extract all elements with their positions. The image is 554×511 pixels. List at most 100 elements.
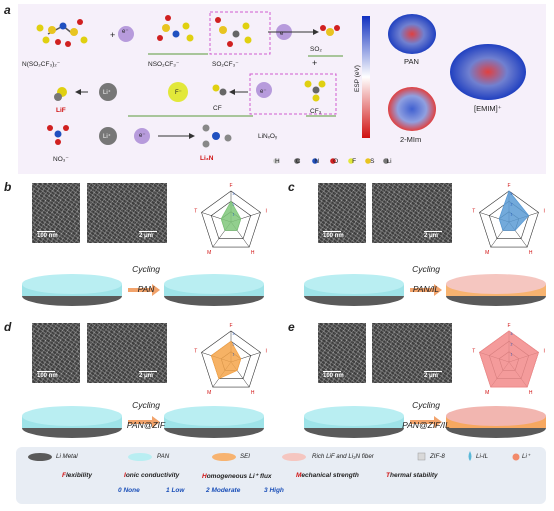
radar-axis-H: H xyxy=(529,250,533,256)
radar-axis-F: F xyxy=(229,323,232,329)
cf-label: CF xyxy=(213,105,222,112)
radar-axis-H: H xyxy=(251,250,255,256)
tfsi-molecule xyxy=(36,19,88,47)
radar-axis-M: M xyxy=(207,390,211,396)
radar-tick-2: 2 xyxy=(233,202,235,206)
cycling-material-e: PAN@ZIF/IL xyxy=(402,420,450,430)
radar-tick-2: 2 xyxy=(511,342,513,346)
legend-li-metal: Li Metal xyxy=(56,453,78,460)
panel-a-diagram xyxy=(36,11,526,164)
li-ion-label: Li⁺ xyxy=(103,90,111,96)
legend-rich: Rich LiF and Li₃N fiber xyxy=(312,453,374,460)
plus-1: + xyxy=(110,30,116,40)
fluoride-ion xyxy=(168,82,188,102)
radar-axis-M: M xyxy=(207,250,211,256)
nso2cf3-label: NSO₂CF₃⁻ xyxy=(148,61,180,68)
atom-legend-f: F xyxy=(352,158,357,165)
radar-axis-F: F xyxy=(507,183,510,189)
cycling-label-c: Cycling xyxy=(412,264,440,274)
electron-2-label: e⁻ xyxy=(280,31,287,37)
cycling-row-1 xyxy=(22,274,546,306)
radar-ring-2 xyxy=(210,200,252,240)
emim-esp-surface xyxy=(450,44,526,100)
legend-swatches xyxy=(28,451,520,461)
radar-axis-T: T xyxy=(194,209,197,215)
legend-prop-ionic: Ionic conductivity xyxy=(124,472,180,479)
sem-cross-section-d: 100 nm xyxy=(32,323,80,383)
legend-prop-flexibility: Flexibility xyxy=(62,472,92,479)
radar-axis-I: I xyxy=(543,349,544,355)
esp-colorbar xyxy=(362,16,370,138)
radar-tick-1: 1 xyxy=(233,353,235,357)
cycling-material-d: PAN@ZIF xyxy=(126,420,166,430)
sem-cross-section-b: 100 nm xyxy=(32,183,80,243)
so2-label: SO₂ xyxy=(310,46,322,53)
pan-esp-surface xyxy=(388,14,436,54)
radar-tick-1: 1 xyxy=(511,213,513,217)
legend-level-2: 2 Moderate xyxy=(206,487,241,494)
electron-4-label: e⁻ xyxy=(139,133,146,139)
radar-axis-T: T xyxy=(472,349,475,355)
legend-pan: PAN xyxy=(157,453,170,460)
legend-level-3: 3 High xyxy=(264,487,284,494)
plus-2: + xyxy=(312,58,318,68)
radar-ring-3 xyxy=(479,190,539,248)
radar-axis-H: H xyxy=(529,390,533,396)
no3-label: NO₃⁻ xyxy=(53,156,69,163)
radar-value-polygon xyxy=(220,200,242,231)
so2cf3-molecule xyxy=(215,17,252,47)
legend-box xyxy=(16,447,546,504)
atom-legend-h: H xyxy=(275,158,280,165)
linxoy-label: LiNₓOᵧ xyxy=(258,133,278,140)
electron-1 xyxy=(118,26,134,42)
sem-surface-c: 2 μm xyxy=(372,183,452,243)
radar-axis-F: F xyxy=(229,183,232,189)
legend-liil: Li-IL xyxy=(476,453,489,460)
legend-prop-homogeneous: Homogeneous Li⁺ flux xyxy=(202,473,272,480)
2mim-esp-surface xyxy=(388,87,436,131)
legend-level-0: 0 None xyxy=(118,487,140,494)
radar-axis-T: T xyxy=(194,349,197,355)
f-ion-label: F⁻ xyxy=(175,90,182,96)
radar-chart-e: F I H M T 1 2 3 xyxy=(472,323,545,396)
panel-c-label: c xyxy=(288,180,295,194)
legend-zif8: ZIF-8 xyxy=(430,453,445,460)
sem-surface-b: 2 μm xyxy=(87,183,167,243)
radar-axis-T: T xyxy=(472,209,475,215)
atom-legend-s: S xyxy=(370,158,375,165)
panel-d-label: d xyxy=(4,320,12,334)
radar-chart-c: F I H M T 1 2 3 xyxy=(472,183,545,256)
panel-e-label: e xyxy=(288,320,295,334)
radar-tick-2: 2 xyxy=(511,202,513,206)
lif-label: LiF xyxy=(56,107,66,114)
li-ion-2-label: Li⁺ xyxy=(103,134,111,140)
radar-tick-3: 3 xyxy=(511,192,513,196)
radar-tick-1: 1 xyxy=(511,353,513,357)
radar-ring-3 xyxy=(201,330,261,388)
electron-1-label: e⁻ xyxy=(122,29,129,35)
radar-tick-1: 1 xyxy=(233,213,235,217)
atom-legend-li: Li xyxy=(386,158,392,165)
cycling-label-d: Cycling xyxy=(132,400,160,410)
radar-chart-d: F I H M T 1 2 3 xyxy=(194,323,267,396)
atom-legend: H C N O F S Li xyxy=(275,158,392,165)
li3n-label: Li₃N xyxy=(200,155,214,162)
sem-cross-section-c: 100 nm xyxy=(318,183,366,243)
pan-label: PAN xyxy=(404,57,419,66)
legend-prop-thermal: Thermal stability xyxy=(386,472,438,479)
radar-ring-3 xyxy=(201,190,261,248)
tfsi-label: N(SO₂CF₃)₂⁻ xyxy=(22,61,61,68)
radar-axis-M: M xyxy=(485,250,489,256)
radar-value-polygon xyxy=(210,340,242,380)
li-ion-1 xyxy=(99,83,117,101)
esp-axis-label: ESP (eV) xyxy=(354,65,361,92)
cycling-row-2 xyxy=(22,406,546,438)
legend-level-1: 1 Low xyxy=(166,487,185,494)
radar-axis-I: I xyxy=(265,209,266,215)
radar-axis-H: H xyxy=(251,390,255,396)
sem-surface-d: 2 μm xyxy=(87,323,167,383)
atom-legend-o: O xyxy=(333,158,339,165)
sem-surface-e: 2 μm xyxy=(372,323,452,383)
radar-chart-b: F I H M T 1 2 3 xyxy=(194,183,267,256)
radar-axis-M: M xyxy=(485,390,489,396)
